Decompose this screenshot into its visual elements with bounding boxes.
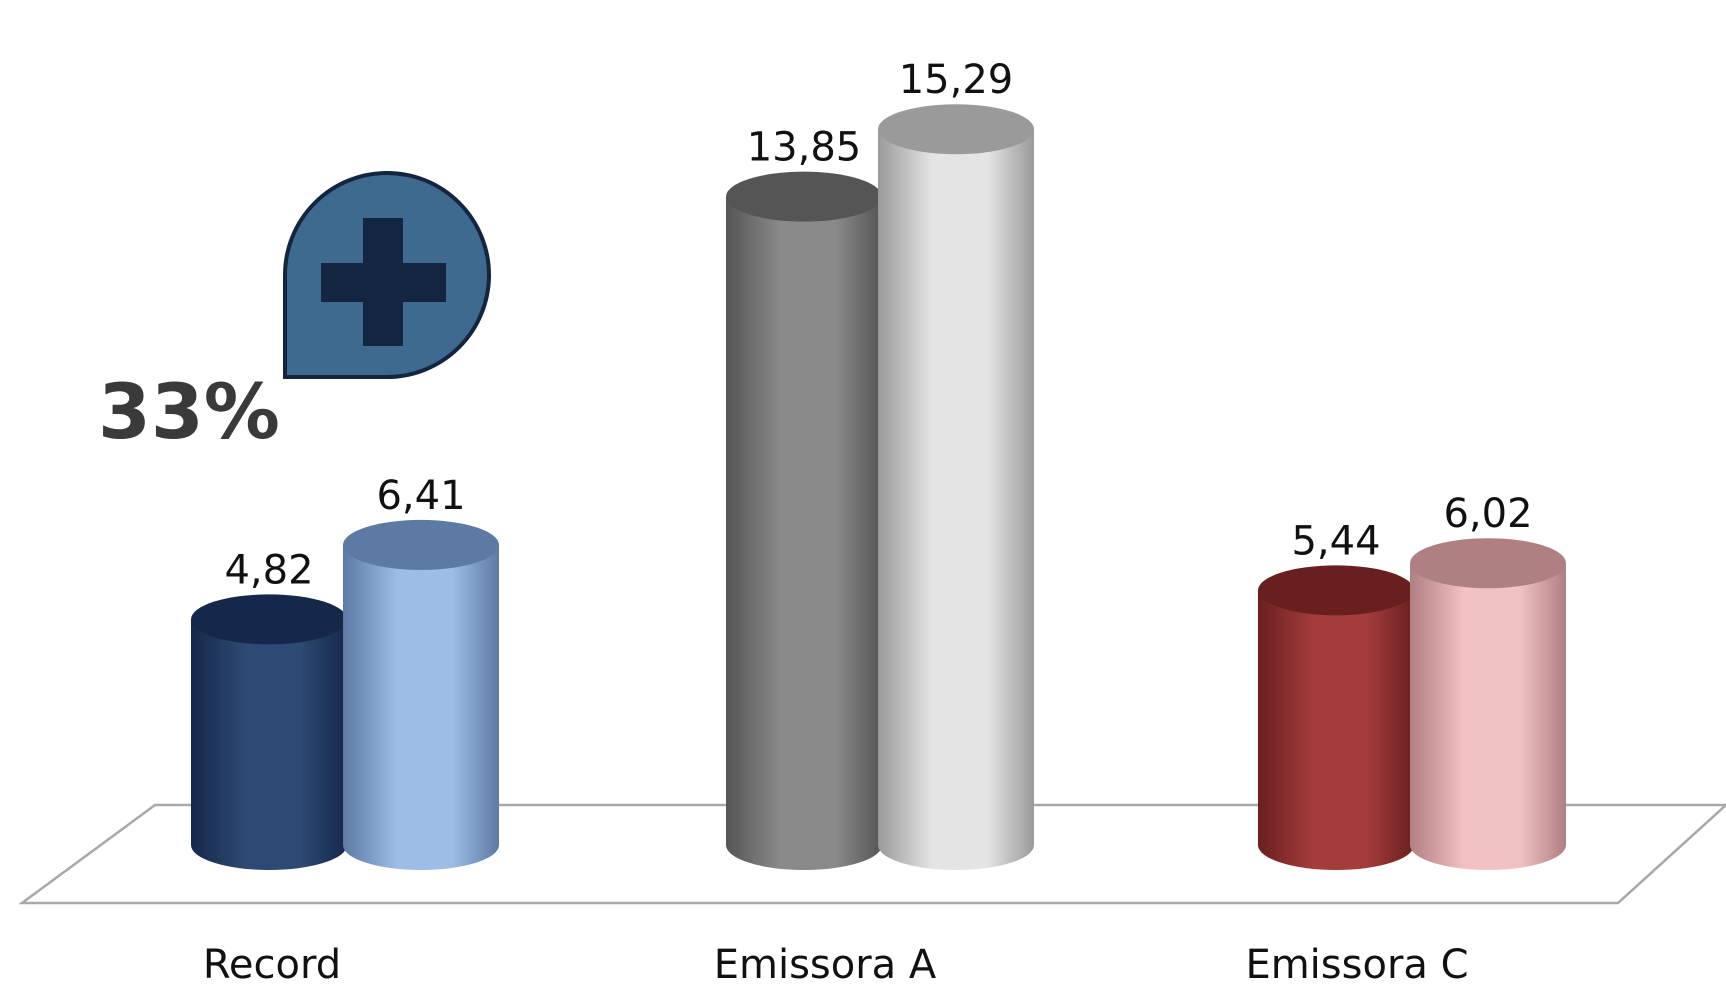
bar-record-2 xyxy=(343,519,499,870)
bar-emissora-c-2 xyxy=(1410,538,1566,870)
bar-emissora-c-2-body xyxy=(1410,563,1566,870)
category-label-emissora-a: Emissora A xyxy=(714,942,937,985)
bar-emissora-c-1-value-label: 5,44 xyxy=(1291,518,1380,564)
bar-emissora-a-1 xyxy=(726,171,882,871)
bar-emissora-c-2-value-label: 6,02 xyxy=(1443,491,1532,537)
bar-emissora-c-2-top xyxy=(1410,538,1566,589)
bar-emissora-a-2-top xyxy=(878,104,1034,155)
bar-record-1-value-label: 4,82 xyxy=(224,547,313,593)
plus-icon xyxy=(321,218,446,346)
bar-emissora-a-2 xyxy=(878,104,1034,870)
bar-record-2-value-label: 6,41 xyxy=(376,473,465,519)
bar-emissora-a-2-body xyxy=(878,129,1034,870)
bar-emissora-c-1 xyxy=(1258,565,1414,870)
callout: 33% xyxy=(98,171,491,456)
bar-record-2-top xyxy=(343,519,499,570)
bar-emissora-c-1-top xyxy=(1258,565,1414,616)
bars-layer xyxy=(191,104,1566,871)
bar-record-2-body xyxy=(343,544,499,870)
category-label-record: Record xyxy=(203,942,341,985)
category-label-emissora-c: Emissora C xyxy=(1245,942,1468,985)
bar-emissora-c-1-body xyxy=(1258,590,1414,870)
bar-record-1-body xyxy=(191,619,347,870)
value-labels: 4,82 6,41 13,85 15,29 5,44 6,02 xyxy=(224,57,1532,593)
bar-emissora-a-1-body xyxy=(726,196,882,871)
bar-emissora-a-1-value-label: 13,85 xyxy=(747,125,862,171)
bar-emissora-a-2-value-label: 15,29 xyxy=(899,57,1014,103)
bar-record-1-top xyxy=(191,594,347,645)
category-labels: Record Emissora A Emissora C xyxy=(203,942,1469,985)
bar-record-1 xyxy=(191,594,347,870)
callout-percent: 33% xyxy=(98,367,280,456)
bar-emissora-a-1-top xyxy=(726,171,882,222)
